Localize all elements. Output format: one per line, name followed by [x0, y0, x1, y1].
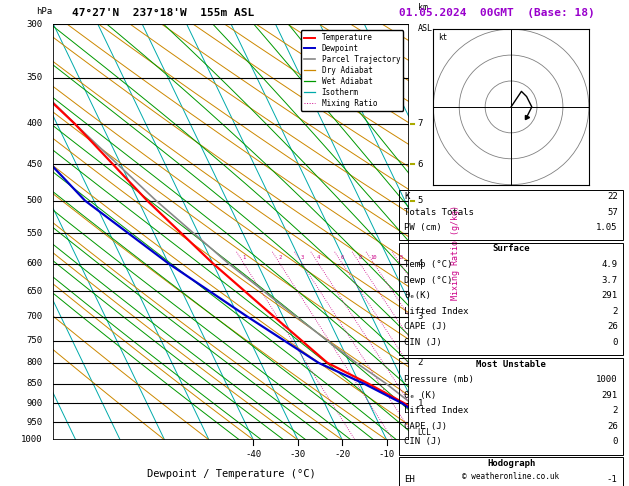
Text: 600: 600 [26, 259, 43, 268]
Text: CAPE (J): CAPE (J) [404, 422, 447, 431]
Text: Dewpoint / Temperature (°C): Dewpoint / Temperature (°C) [147, 469, 316, 479]
Text: 1: 1 [418, 399, 423, 408]
Text: 0: 0 [612, 437, 618, 447]
Text: 2: 2 [612, 307, 618, 316]
Text: ASL: ASL [418, 24, 433, 33]
Text: EH: EH [404, 475, 415, 484]
Text: 900: 900 [26, 399, 43, 408]
Text: CIN (J): CIN (J) [404, 338, 442, 347]
Text: Most Unstable: Most Unstable [476, 360, 546, 369]
Text: km: km [418, 3, 428, 12]
Text: 400: 400 [26, 119, 43, 128]
Text: © weatheronline.co.uk: © weatheronline.co.uk [462, 472, 560, 481]
Text: CIN (J): CIN (J) [404, 437, 442, 447]
Text: 850: 850 [26, 379, 43, 388]
Text: Pressure (mb): Pressure (mb) [404, 375, 474, 384]
Text: 700: 700 [26, 312, 43, 321]
Text: 1: 1 [242, 255, 245, 260]
Text: 15: 15 [397, 255, 403, 260]
Text: 291: 291 [601, 391, 618, 400]
Text: kt: kt [438, 33, 448, 41]
Text: 4.9: 4.9 [601, 260, 618, 269]
Text: 0: 0 [612, 338, 618, 347]
Text: 7: 7 [418, 119, 423, 128]
Text: θₑ(K): θₑ(K) [404, 291, 431, 300]
Text: 47°27'N  237°18'W  155m ASL: 47°27'N 237°18'W 155m ASL [72, 8, 255, 18]
Text: Temp (°C): Temp (°C) [404, 260, 453, 269]
Text: CAPE (J): CAPE (J) [404, 322, 447, 331]
Text: θₑ (K): θₑ (K) [404, 391, 437, 400]
Text: 750: 750 [26, 336, 43, 345]
Text: Totals Totals: Totals Totals [404, 208, 474, 217]
Text: 3.7: 3.7 [601, 276, 618, 285]
Text: 650: 650 [26, 287, 43, 295]
Text: 450: 450 [26, 160, 43, 169]
Text: 2: 2 [612, 406, 618, 416]
Text: K: K [404, 192, 410, 201]
Text: 3: 3 [301, 255, 304, 260]
Text: Lifted Index: Lifted Index [404, 307, 469, 316]
Text: 10: 10 [370, 255, 377, 260]
Text: 4: 4 [317, 255, 320, 260]
Text: 6: 6 [341, 255, 344, 260]
Text: 800: 800 [26, 358, 43, 367]
Text: 3: 3 [418, 312, 423, 321]
Text: hPa: hPa [36, 7, 52, 16]
Text: Mixing Ratio (g/kg): Mixing Ratio (g/kg) [450, 206, 460, 300]
Text: 57: 57 [607, 208, 618, 217]
Text: -20: -20 [334, 450, 350, 459]
Text: 300: 300 [26, 20, 43, 29]
Text: Hodograph: Hodograph [487, 459, 535, 469]
Text: 5: 5 [418, 196, 423, 205]
Text: 01.05.2024  00GMT  (Base: 18): 01.05.2024 00GMT (Base: 18) [399, 8, 595, 18]
Text: 8: 8 [359, 255, 362, 260]
Text: 2: 2 [418, 358, 423, 367]
Text: 26: 26 [607, 422, 618, 431]
Text: Surface: Surface [493, 244, 530, 254]
Text: 1.05: 1.05 [596, 223, 618, 232]
Text: LCL: LCL [418, 428, 431, 437]
Text: Dewp (°C): Dewp (°C) [404, 276, 453, 285]
Text: 2: 2 [278, 255, 281, 260]
Text: 4: 4 [418, 259, 423, 268]
Text: 1000: 1000 [21, 435, 43, 444]
Text: PW (cm): PW (cm) [404, 223, 442, 232]
Text: 22: 22 [607, 192, 618, 201]
Text: 550: 550 [26, 229, 43, 238]
Text: -1: -1 [607, 475, 618, 484]
Text: 350: 350 [26, 73, 43, 82]
Text: 6: 6 [418, 160, 423, 169]
Text: 291: 291 [601, 291, 618, 300]
Legend: Temperature, Dewpoint, Parcel Trajectory, Dry Adiabat, Wet Adiabat, Isotherm, Mi: Temperature, Dewpoint, Parcel Trajectory… [301, 30, 403, 111]
Text: -10: -10 [379, 450, 395, 459]
Text: 950: 950 [26, 417, 43, 427]
Text: 500: 500 [26, 196, 43, 205]
Text: 1000: 1000 [596, 375, 618, 384]
Text: Lifted Index: Lifted Index [404, 406, 469, 416]
Text: 26: 26 [607, 322, 618, 331]
Text: -30: -30 [290, 450, 306, 459]
Text: -40: -40 [245, 450, 262, 459]
